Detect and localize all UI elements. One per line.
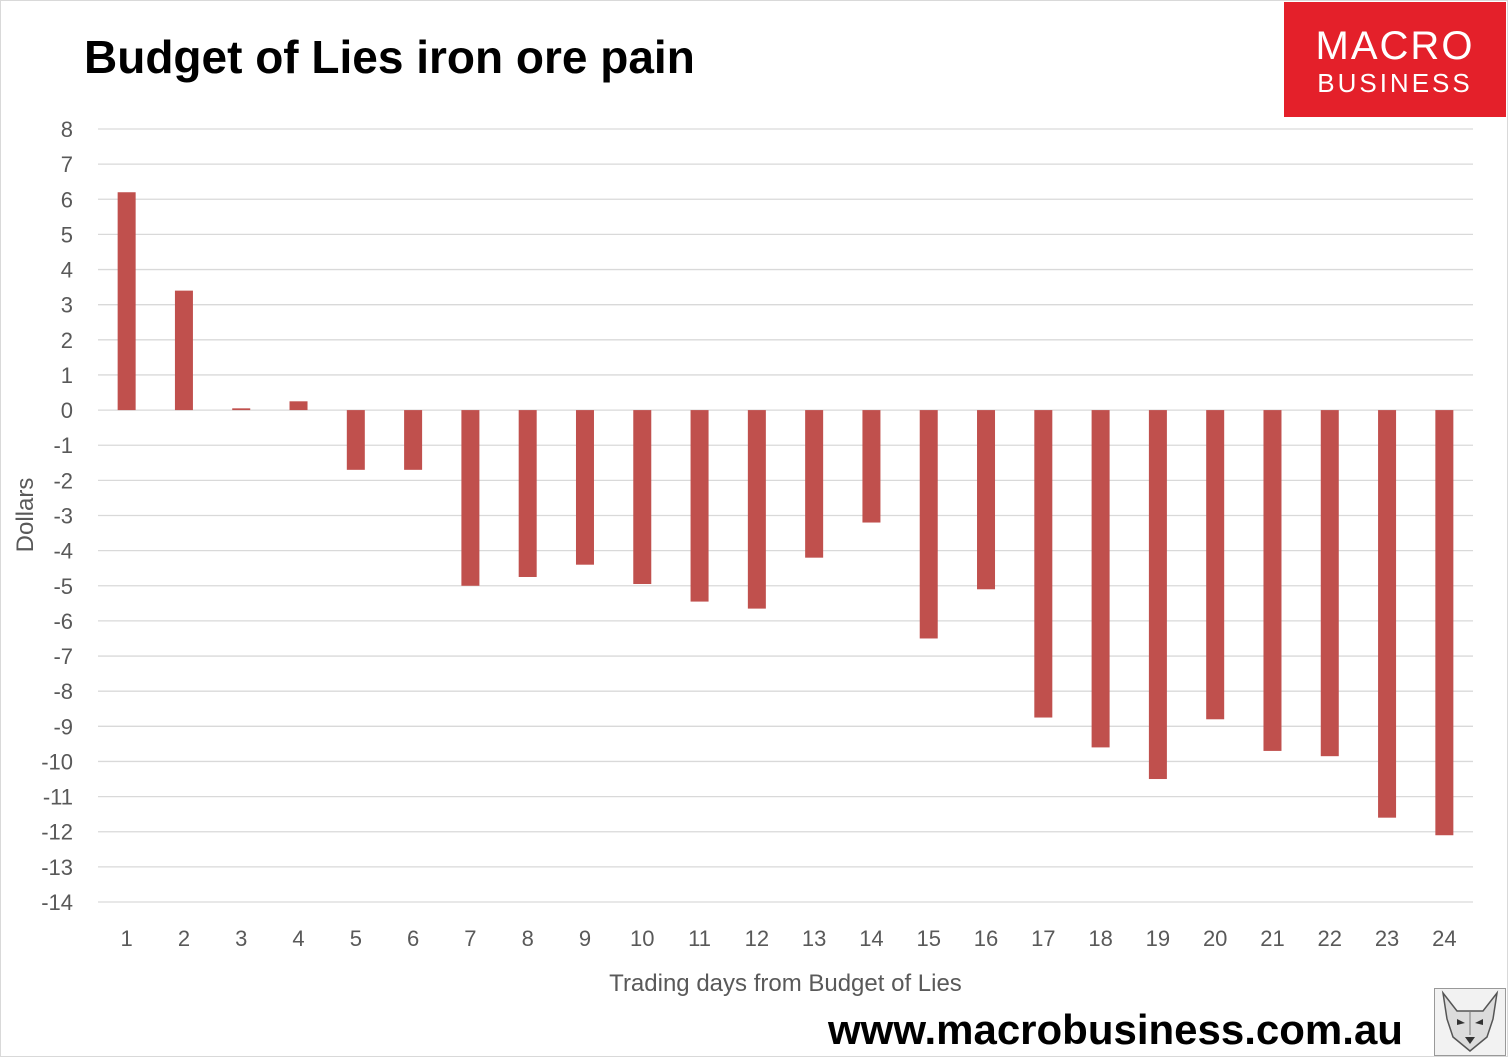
bar-day-8 bbox=[518, 410, 537, 577]
y-tick-label: -2 bbox=[53, 468, 73, 493]
x-tick-label: 13 bbox=[802, 926, 826, 951]
y-tick-label: -13 bbox=[41, 855, 73, 880]
bar-day-6 bbox=[404, 410, 423, 470]
y-tick-label: 2 bbox=[61, 328, 73, 353]
x-tick-label: 14 bbox=[859, 926, 883, 951]
x-tick-label: 6 bbox=[407, 926, 419, 951]
bar-day-20 bbox=[1206, 410, 1225, 720]
y-tick-label: -4 bbox=[53, 539, 73, 564]
bar-day-2 bbox=[174, 290, 193, 411]
bar-day-7 bbox=[461, 410, 480, 586]
x-tick-label: 24 bbox=[1432, 926, 1456, 951]
bar-day-4 bbox=[289, 401, 308, 411]
x-tick-label: 15 bbox=[916, 926, 940, 951]
bar-day-9 bbox=[575, 410, 594, 565]
x-tick-label: 10 bbox=[630, 926, 654, 951]
bar-day-13 bbox=[805, 410, 824, 558]
y-tick-label: 4 bbox=[61, 258, 73, 283]
y-tick-label: 5 bbox=[61, 222, 73, 247]
bar-day-15 bbox=[919, 410, 938, 639]
y-tick-label: -3 bbox=[53, 504, 73, 529]
chart-title: Budget of Lies iron ore pain bbox=[84, 31, 695, 83]
y-tick-label: 3 bbox=[61, 293, 73, 318]
macrobusiness-logo: MACRO BUSINESS bbox=[1284, 2, 1506, 117]
x-tick-label: 16 bbox=[974, 926, 998, 951]
bar-day-11 bbox=[690, 410, 709, 602]
x-tick-label: 9 bbox=[579, 926, 591, 951]
y-tick-label: -5 bbox=[53, 574, 73, 599]
y-tick-label: -7 bbox=[53, 644, 73, 669]
x-tick-label: 11 bbox=[688, 926, 711, 951]
x-tick-label: 20 bbox=[1203, 926, 1227, 951]
y-tick-label: 1 bbox=[61, 363, 73, 388]
x-tick-label: 3 bbox=[235, 926, 247, 951]
x-tick-label: 17 bbox=[1031, 926, 1055, 951]
bar-day-3 bbox=[232, 408, 251, 411]
y-tick-label: -14 bbox=[41, 890, 73, 915]
x-tick-label: 21 bbox=[1260, 926, 1284, 951]
bar-day-22 bbox=[1320, 410, 1339, 757]
x-tick-label: 18 bbox=[1088, 926, 1112, 951]
x-axis-title: Trading days from Budget of Lies bbox=[609, 970, 962, 997]
bar-day-21 bbox=[1263, 410, 1282, 751]
bar-day-19 bbox=[1148, 410, 1167, 780]
y-tick-label: -12 bbox=[41, 820, 73, 845]
bar-day-14 bbox=[862, 410, 881, 523]
wolf-icon bbox=[1434, 988, 1506, 1056]
y-tick-label: 0 bbox=[61, 398, 73, 423]
y-tick-label: -9 bbox=[53, 714, 73, 739]
y-tick-label: -1 bbox=[53, 433, 73, 458]
x-tick-label: 1 bbox=[121, 926, 133, 951]
logo-line2: BUSINESS bbox=[1317, 68, 1473, 98]
x-tick-label: 23 bbox=[1375, 926, 1399, 951]
y-axis-title: Dollars bbox=[12, 478, 39, 553]
x-tick-label: 12 bbox=[745, 926, 769, 951]
bar-day-1 bbox=[117, 192, 136, 411]
y-tick-label: -10 bbox=[41, 749, 73, 774]
bar-day-16 bbox=[977, 410, 996, 590]
logo-line1: MACRO bbox=[1315, 24, 1475, 68]
bar-day-18 bbox=[1091, 410, 1110, 748]
bar-day-17 bbox=[1034, 410, 1053, 718]
bar-day-23 bbox=[1378, 410, 1397, 818]
x-tick-label: 22 bbox=[1318, 926, 1342, 951]
x-tick-label: 4 bbox=[292, 926, 304, 951]
y-tick-label: -8 bbox=[53, 679, 73, 704]
x-tick-label: 19 bbox=[1146, 926, 1170, 951]
x-tick-label: 7 bbox=[464, 926, 476, 951]
website-url: www.macrobusiness.com.au bbox=[828, 1006, 1403, 1053]
bar-day-5 bbox=[346, 410, 365, 470]
y-tick-label: 6 bbox=[61, 187, 73, 212]
bar-day-12 bbox=[747, 410, 766, 609]
x-tick-label: 2 bbox=[178, 926, 190, 951]
bar-day-24 bbox=[1435, 410, 1454, 836]
bar-day-10 bbox=[633, 410, 652, 585]
y-tick-label: 7 bbox=[61, 152, 73, 177]
y-tick-label: -6 bbox=[53, 609, 73, 634]
y-tick-label: 8 bbox=[61, 117, 73, 142]
x-tick-label: 8 bbox=[522, 926, 534, 951]
y-tick-label: -11 bbox=[43, 785, 73, 810]
x-tick-label: 5 bbox=[350, 926, 362, 951]
